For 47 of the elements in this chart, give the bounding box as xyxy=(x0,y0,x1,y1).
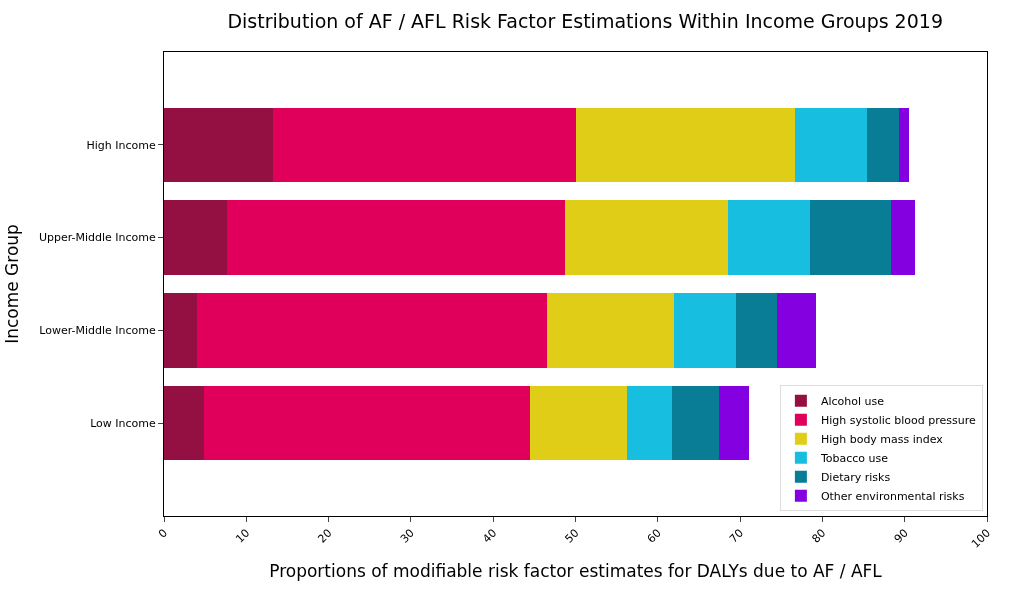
x-tick-label: 40 xyxy=(480,526,500,546)
legend-label: Dietary risks xyxy=(820,471,891,485)
bar xyxy=(203,386,531,461)
x-tick-label: 60 xyxy=(644,526,664,546)
bar xyxy=(671,386,719,461)
bar xyxy=(627,386,672,461)
bar xyxy=(795,107,867,182)
bar xyxy=(530,386,628,461)
x-tick-label: 50 xyxy=(562,526,582,546)
bar xyxy=(810,200,891,275)
x-tick-label: 80 xyxy=(809,526,829,546)
bar xyxy=(564,200,728,275)
y-tick-label: Lower-Middle Income xyxy=(39,324,157,338)
bar xyxy=(164,293,197,368)
bar xyxy=(890,200,916,275)
bar xyxy=(735,293,778,368)
bar xyxy=(272,107,576,182)
bar xyxy=(898,107,909,182)
bar xyxy=(777,293,816,368)
x-tick-label: 30 xyxy=(397,526,417,546)
y-tick-label: Low Income xyxy=(90,417,157,431)
x-axis-title: Proportions of modifiable risk factor estimates for DALYs due to AF / AFL xyxy=(269,560,883,581)
legend-label: High systolic blood pressure xyxy=(820,414,977,428)
chart-title: Distribution of AF / AFL Risk Factor Estimations Within Income Groups 2019 xyxy=(227,10,943,33)
legend-label: Alcohol use xyxy=(820,395,885,409)
y-tick-label: Upper-Middle Income xyxy=(38,231,157,245)
x-tick-label: 10 xyxy=(233,526,253,546)
legend-label: Other environmental risks xyxy=(820,490,965,504)
y-axis-title: Income Group xyxy=(2,224,23,344)
legend-label: Tobacco use xyxy=(819,452,889,466)
bar xyxy=(226,200,565,275)
legend-label: High body mass index xyxy=(820,433,944,447)
bar xyxy=(674,293,736,368)
x-tick-label: 90 xyxy=(891,526,911,546)
bar xyxy=(164,386,204,461)
bar xyxy=(164,107,273,182)
x-tick-label: 70 xyxy=(727,526,747,546)
bar xyxy=(718,386,750,461)
bar xyxy=(196,293,547,368)
x-tick-label: 0 xyxy=(155,526,171,541)
bar xyxy=(727,200,811,275)
bar xyxy=(546,293,675,368)
x-tick-label: 20 xyxy=(315,526,335,546)
bar xyxy=(866,107,899,182)
bar xyxy=(164,200,227,275)
bar xyxy=(575,107,796,182)
y-tick-label: High Income xyxy=(86,138,157,152)
